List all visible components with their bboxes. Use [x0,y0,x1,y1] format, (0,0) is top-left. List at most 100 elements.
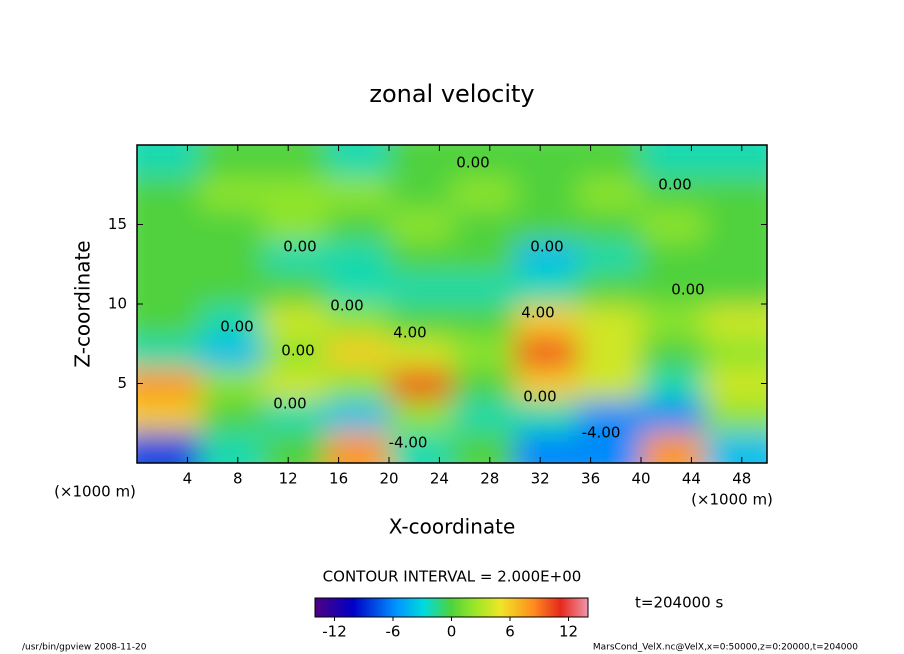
colorbar-tick-label: -6 [386,623,401,641]
colorbar-tick-label: -12 [322,623,347,641]
field-cell [704,176,767,210]
field-cell [326,208,390,242]
field-cell [515,176,579,210]
field-cell [389,399,453,433]
field-cell [452,240,516,274]
field-cell [641,208,705,242]
field-cell [704,304,767,337]
field-cell [263,240,327,274]
time-label: t=204000 s [635,594,723,612]
field-cell [641,304,705,337]
contour-label: 0.00 [456,154,489,172]
field-cell [704,367,767,401]
field-cell [389,367,453,401]
field-cell [200,399,264,433]
y-tick-label: 10 [108,295,127,313]
contour-label: 0.00 [283,238,316,256]
field-cell [263,431,327,463]
field-cell [515,208,579,242]
field-cell [452,399,516,433]
field-cell [137,431,201,463]
field-cell [389,272,453,305]
field [137,145,767,463]
footer-left: /usr/bin/gpview 2008-11-20 [22,643,147,653]
x-tick-label: 20 [379,470,398,488]
x-tick-label: 12 [279,470,298,488]
field-cell [641,431,705,463]
field-cell [641,335,705,369]
x-axis-label: X-coordinate [389,515,516,539]
x-unit-label: (×1000 m) [54,483,136,501]
field-cell [137,272,201,305]
y-tick-label: 15 [108,215,127,233]
contour-label: 0.00 [281,342,314,360]
field-cell [704,399,767,433]
field-cell [263,176,327,210]
field-cell [389,431,453,463]
footer-right: MarsCond_VelX.nc@VelX,x=0:50000,z=0:2000… [593,643,858,653]
field-cell [641,272,705,305]
field-cell [326,145,390,178]
contour-label: 0.00 [220,318,253,336]
field-cell [326,304,390,337]
field-cell [389,240,453,274]
field-cell [515,367,579,401]
field-cell [452,208,516,242]
field-cell [137,240,201,274]
field-cell [137,176,201,210]
contour-label: 0.00 [330,297,363,315]
x-tick-label: 32 [531,470,550,488]
field-cell [263,304,327,337]
field-cell [704,145,767,178]
field-cell [200,335,264,369]
contour-label: 0.00 [523,388,556,406]
field-cell [515,272,579,305]
colorbar-tick-label: 0 [447,623,457,641]
field-cell [578,145,642,178]
field-cell [137,335,201,369]
field-cell [641,367,705,401]
x-unit-label: (×1000 m) [691,491,773,509]
colorbar-tick-label: 6 [505,623,515,641]
field-cell [578,431,642,463]
field-cell [515,145,579,178]
x-tick-label: 48 [732,470,751,488]
field-cell [137,304,201,337]
field-cell [452,431,516,463]
field-cell [326,240,390,274]
x-tick-label: 24 [430,470,449,488]
field-cell [578,272,642,305]
contour-label: 4.00 [521,304,554,322]
field-cell [515,399,579,433]
field-cell [200,145,264,178]
field-cell [263,335,327,369]
field-cell [641,176,705,210]
field-cell [578,176,642,210]
field-cell [515,431,579,463]
field-cell [578,367,642,401]
field-cell [452,176,516,210]
field-cell [263,145,327,178]
field-cell [704,272,767,305]
contour-interval: CONTOUR INTERVAL = 2.000E+00 [323,568,582,586]
field-cell [263,272,327,305]
field-cell [137,367,201,401]
field-cell [326,399,390,433]
field-cell [200,367,264,401]
field-cell [326,335,390,369]
field-cell [200,431,264,463]
field-cell [452,335,516,369]
field-cell [263,399,327,433]
field-cell [200,240,264,274]
field-cell [578,304,642,337]
field-cell [452,272,516,305]
field-cell [326,367,390,401]
x-tick-label: 36 [581,470,600,488]
chart-title: zonal velocity [369,80,534,108]
x-tick-label: 44 [682,470,701,488]
field-cell [515,240,579,274]
field-cell [452,145,516,178]
field-cell [641,240,705,274]
